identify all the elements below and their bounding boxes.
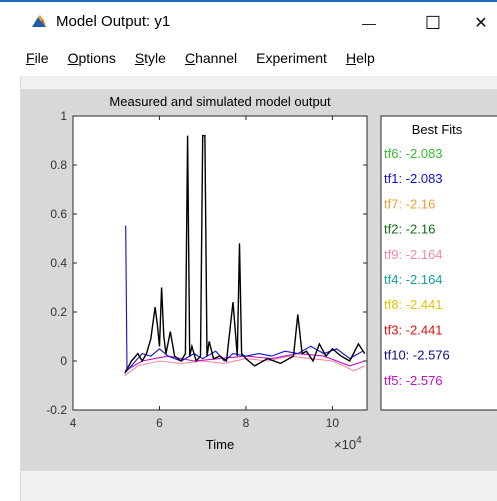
menu-bar: File Options Style Channel Experiment He… — [20, 44, 497, 72]
menu-experiment-label: Experiment — [256, 50, 327, 66]
plot-series — [124, 134, 366, 377]
menu-help-rest: elp — [356, 50, 375, 66]
legend-entry: tf1: -2.083 — [384, 171, 443, 186]
menu-channel-rest: hannel — [195, 50, 238, 66]
menu-help-mnemonic: H — [345, 50, 357, 66]
legend-entry: tf4: -2.164 — [384, 272, 443, 287]
x-exponent-label: ×104 — [334, 435, 362, 452]
x-tick-label: 4 — [70, 416, 77, 430]
figure-area: Measured and simulated model output -0.2… — [20, 76, 497, 501]
menu-options-mnemonic: O — [67, 50, 79, 66]
x-axis-ticks: 4 6 8 10 — [70, 116, 340, 430]
menu-style[interactable]: Style — [135, 50, 166, 66]
minimize-button[interactable]: — — [349, 8, 389, 38]
legend-entry: tf7: -2.16 — [384, 196, 435, 211]
y-tick-label: 0 — [60, 354, 67, 368]
x-exponent-power: 4 — [356, 435, 362, 446]
minimize-icon: — — [362, 15, 376, 31]
legend-title: Best Fits — [412, 122, 463, 137]
x-axis-label: Time — [206, 437, 234, 452]
x-tick-label: 8 — [243, 416, 250, 430]
close-button[interactable]: ✕ — [461, 8, 497, 38]
y-tick-label: 0.8 — [50, 158, 67, 172]
legend-entry: tf8: -2.441 — [384, 297, 443, 312]
y-tick-label: 0.6 — [50, 207, 67, 221]
legend-entry: tf2: -2.16 — [384, 222, 435, 237]
title-bar[interactable]: Model Output: y1 — ☐ ✕ — [0, 2, 497, 42]
x-exponent-base: ×10 — [334, 437, 356, 452]
menu-options[interactable]: Options — [68, 50, 116, 66]
y-axis-ticks: -0.2 0 0.2 0.4 0.6 0.8 1 — [46, 109, 367, 417]
series-line — [124, 134, 366, 374]
legend-box[interactable] — [380, 115, 497, 411]
y-tick-label: 0.2 — [50, 305, 67, 319]
x-tick-label: 6 — [156, 416, 163, 430]
legend-entry: tf6: -2.083 — [384, 146, 443, 161]
plot-axes-box — [72, 115, 368, 411]
menu-channel-mnemonic: C — [184, 50, 196, 66]
legend-entries: tf6: -2.083 tf1: -2.083 tf7: -2.16 tf2: -2.… — [384, 146, 450, 388]
y-tick-label: 1 — [60, 109, 67, 123]
legend-entry: tf3: -2.441 — [384, 322, 443, 337]
menu-channel[interactable]: Channel — [185, 50, 237, 66]
menu-file[interactable]: File — [26, 50, 49, 66]
y-tick-label: 0.4 — [50, 256, 67, 270]
window-accent-border — [0, 0, 497, 2]
chart-title: Measured and simulated model output — [109, 94, 331, 109]
maximize-button[interactable]: ☐ — [413, 8, 453, 38]
menu-style-mnemonic: S — [134, 50, 145, 66]
window-title: Model Output: y1 — [56, 13, 171, 30]
legend-entry: tf5: -2.576 — [384, 373, 443, 388]
menu-experiment[interactable]: Experiment — [256, 50, 327, 66]
maximize-icon: ☐ — [424, 12, 442, 33]
legend-entry: tf9: -2.164 — [384, 247, 443, 262]
matlab-app-icon — [32, 15, 46, 27]
menu-help[interactable]: Help — [346, 50, 375, 66]
plot-canvas[interactable]: Measured and simulated model output -0.2… — [21, 76, 497, 501]
menu-options-rest: ptions — [78, 50, 116, 66]
figure-bottom-strip — [21, 472, 497, 501]
x-tick-label: 10 — [326, 416, 340, 430]
menu-file-rest: ile — [34, 50, 49, 66]
legend-entry: tf10: -2.576 — [384, 348, 450, 363]
close-icon: ✕ — [474, 15, 488, 32]
menu-style-rest: tyle — [144, 50, 166, 66]
y-tick-label: -0.2 — [46, 403, 67, 417]
menu-file-mnemonic: F — [26, 50, 35, 66]
